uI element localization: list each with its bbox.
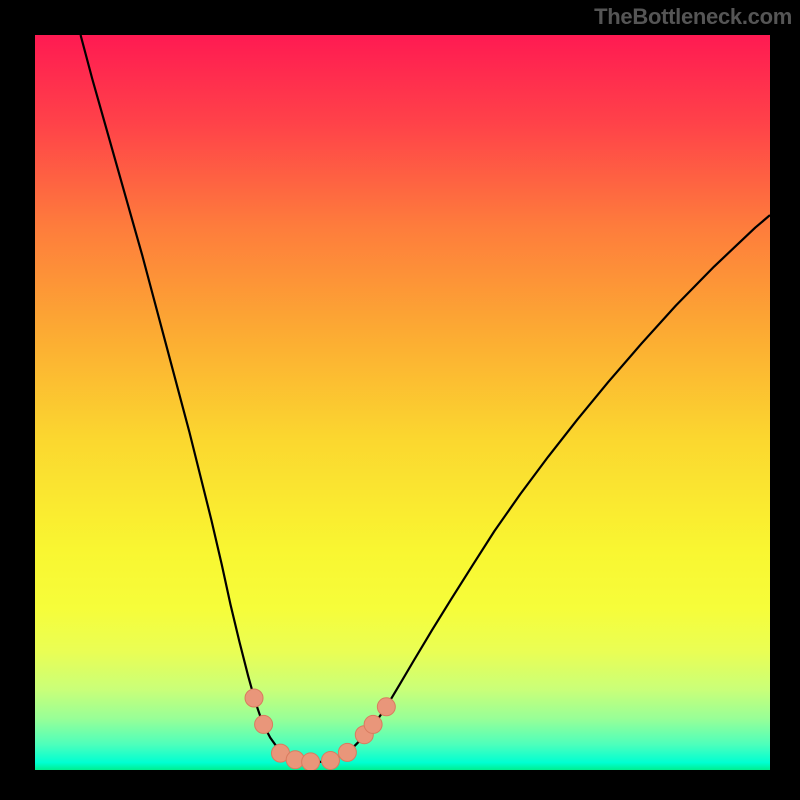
chart-container: TheBottleneck.com xyxy=(0,0,800,800)
chart-svg xyxy=(35,35,770,770)
data-marker xyxy=(338,743,356,761)
bottleneck-curve xyxy=(81,35,770,763)
data-marker xyxy=(302,753,320,770)
watermark-text: TheBottleneck.com xyxy=(594,0,800,30)
data-marker xyxy=(321,751,339,769)
plot-area xyxy=(35,35,770,770)
data-marker xyxy=(377,698,395,716)
data-marker xyxy=(255,715,273,733)
data-marker xyxy=(245,689,263,707)
data-marker xyxy=(364,715,382,733)
